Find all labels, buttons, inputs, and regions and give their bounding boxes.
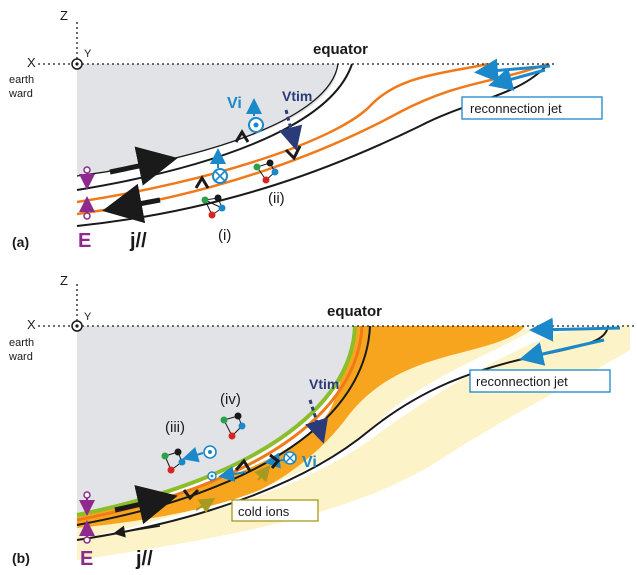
- origin-dot-b: [75, 324, 79, 328]
- into-page-cross-a: [214, 170, 226, 182]
- j-parallel-label-a: j//: [129, 230, 147, 252]
- equator-label-a: equator: [313, 41, 368, 58]
- reconnection-jet-box-a: [461, 96, 603, 120]
- chevron-2-icon-a: [194, 175, 210, 189]
- cold-ion-region-inner-b: [77, 326, 540, 540]
- jet-arrow-2-a: [488, 67, 546, 91]
- axis-y-label-b: Y: [84, 311, 92, 323]
- field-line-orange-1-a: [76, 62, 489, 204]
- earthward-line2-a: ward: [8, 88, 33, 100]
- spacecraft-iii-icon-b: [161, 448, 186, 474]
- earthward-line2-b: ward: [8, 351, 33, 363]
- current-arrow-upper-b: [114, 485, 178, 525]
- e-label-a: E: [78, 230, 91, 252]
- earthward-line1-b: earth: [9, 337, 34, 349]
- vi-label-a: Vi: [227, 95, 242, 112]
- vi-cross-b: [285, 453, 295, 463]
- field-line-outer-a: [76, 63, 549, 227]
- current-arrow-lower-b: [113, 525, 161, 538]
- axis-z-label-a: Z: [60, 8, 68, 23]
- chevron-1-icon-b: [234, 458, 252, 472]
- case-ii-label-a: (ii): [268, 190, 285, 207]
- chevron-1-icon-a: [234, 129, 250, 143]
- out-of-page-arrow-1-b: [182, 446, 204, 463]
- out-of-page-dot-1-b: [208, 450, 212, 454]
- spacecraft-i-icon-a: [201, 194, 226, 219]
- current-arrow-lower-a: [102, 183, 161, 224]
- e-field-upper-icon-b: [83, 491, 91, 499]
- vi-out-dot-a: [253, 122, 259, 128]
- spacecraft-iv-icon-b: [220, 412, 246, 440]
- reconnection-jet-label-b: reconnection jet: [476, 374, 568, 389]
- vtim-label-b: Vtim: [309, 376, 339, 392]
- e-field-lower-icon-a: [83, 212, 91, 220]
- e-label-b: E: [80, 548, 93, 570]
- jet-arrow-1-b: [529, 317, 621, 342]
- case-i-label-a: (i): [218, 227, 231, 244]
- blue-arrow-2-b: [218, 466, 247, 482]
- panel-a: Z X Y earth ward equator reconnection je…: [8, 8, 603, 252]
- chevron-2-icon-b: [182, 488, 200, 501]
- reconnection-jet-box-b: [469, 369, 611, 393]
- e-field-upper-icon-a: [83, 166, 91, 174]
- vtim-arrow-a: [278, 109, 303, 151]
- equator-label-b: equator: [327, 303, 382, 320]
- case-iii-label-b: (iii): [165, 419, 185, 436]
- field-line-black-1-a: [76, 63, 353, 191]
- cold-ions-label-b: cold ions: [238, 504, 290, 519]
- current-arrow-upper-a: [109, 146, 178, 186]
- origin-dot-a: [75, 62, 79, 66]
- panel-label-a: (a): [12, 234, 29, 250]
- spacecraft-ii-icon-a: [253, 159, 279, 184]
- panel-label-b: (b): [12, 550, 30, 566]
- earthward-line1-a: earth: [9, 74, 34, 86]
- reconnection-jet-label-a: reconnection jet: [470, 101, 562, 116]
- panel-b: Z X Y earth ward equator reconnection je…: [8, 273, 636, 570]
- axis-y-label-a: Y: [84, 48, 92, 60]
- case-iv-label-b: (iv): [220, 391, 241, 408]
- cold-ions-box-b: [231, 499, 319, 522]
- cold-ion-arrow-2-b: [195, 497, 216, 514]
- earthward-region-b: [77, 326, 355, 515]
- vi-label-b: Vi: [302, 454, 317, 471]
- axis-z-label-b: Z: [60, 273, 68, 288]
- axis-x-label-b: X: [27, 317, 36, 332]
- e-field-lower-icon-b: [83, 536, 91, 544]
- vtim-label-a: Vtim: [282, 88, 312, 104]
- cold-ion-arrow-1-b: [254, 464, 271, 483]
- out-of-page-dot-2-b: [210, 474, 214, 478]
- chevron-3-icon-a: [284, 145, 302, 161]
- jet-arrow-2-b: [519, 338, 605, 366]
- j-parallel-label-b: j//: [135, 548, 153, 570]
- chevron-3-icon-b: [269, 453, 281, 469]
- axis-x-label-a: X: [27, 55, 36, 70]
